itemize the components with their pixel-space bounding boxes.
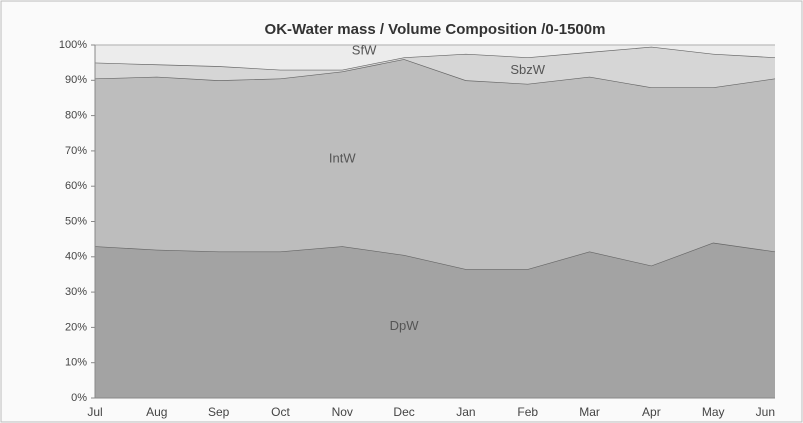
series-label: DpW <box>390 318 420 333</box>
x-tick-label: Oct <box>271 405 290 419</box>
x-tick-label: Feb <box>517 405 538 419</box>
area <box>95 46 775 88</box>
y-tick-label: 80% <box>65 110 87 122</box>
y-tick-label: 70% <box>65 145 87 157</box>
area <box>95 242 775 398</box>
y-tick-label: 90% <box>65 74 87 86</box>
x-tick-label: Apr <box>642 405 661 419</box>
x-tick-label: Aug <box>146 405 167 419</box>
y-tick-label: 20% <box>65 321 87 333</box>
y-tick-label: 0% <box>71 392 87 404</box>
chart-title: OK-Water mass / Volume Composition /0-15… <box>265 21 606 38</box>
y-tick-label: 50% <box>65 215 87 227</box>
area <box>95 45 775 70</box>
series-label: SfW <box>352 43 377 58</box>
area <box>95 59 775 270</box>
x-tick-label: Jun <box>756 405 775 419</box>
x-tick-label: Dec <box>393 405 414 419</box>
series-label: SbzW <box>510 62 545 77</box>
x-tick-label: Jul <box>87 405 102 419</box>
x-tick-label: Nov <box>332 405 353 419</box>
y-tick-label: 30% <box>65 286 87 298</box>
series-label: IntW <box>329 150 356 165</box>
x-tick-label: May <box>702 405 725 419</box>
y-tick-label: 10% <box>65 357 87 369</box>
y-tick-label: 60% <box>65 180 87 192</box>
y-tick-label: 100% <box>59 39 87 51</box>
y-tick-label: 40% <box>65 251 87 263</box>
x-tick-label: Mar <box>579 405 600 419</box>
x-tick-label: Jan <box>456 405 475 419</box>
x-tick-label: Sep <box>208 405 230 419</box>
